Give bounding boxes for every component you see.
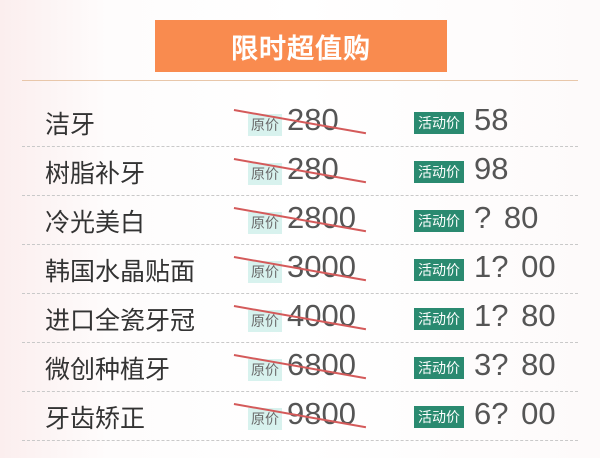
activity-price-tag: 活动价 bbox=[414, 259, 464, 281]
activity-price-tag: 活动价 bbox=[414, 308, 464, 330]
price-row: 韩国水晶贴面 原价 3000 活动价 1? 00 bbox=[22, 244, 578, 294]
promo-banner: 限时超值购 bbox=[155, 20, 447, 72]
activity-price-tag: 活动价 bbox=[414, 357, 464, 379]
service-name: 牙齿矫正 bbox=[45, 404, 146, 433]
activity-price-tag: 活动价 bbox=[414, 112, 464, 134]
service-name: 微创种植牙 bbox=[45, 355, 171, 384]
activity-price: 1? 80 bbox=[474, 298, 556, 333]
original-price-tag: 原价 bbox=[248, 212, 282, 234]
activity-price: ? 80 bbox=[474, 200, 539, 235]
divider bbox=[22, 80, 578, 81]
original-price-tag: 原价 bbox=[248, 359, 282, 381]
activity-price: 98 bbox=[474, 151, 509, 186]
price-row: 进口全瓷牙冠 原价 4000 活动价 1? 80 bbox=[22, 293, 578, 343]
activity-price-tag: 活动价 bbox=[414, 210, 464, 232]
service-name: 进口全瓷牙冠 bbox=[45, 306, 196, 335]
original-price-tag: 原价 bbox=[248, 114, 282, 136]
activity-price: 3? 80 bbox=[474, 347, 556, 382]
activity-price: 58 bbox=[474, 102, 509, 137]
original-price-tag: 原价 bbox=[248, 310, 282, 332]
original-price-tag: 原价 bbox=[248, 261, 282, 283]
activity-price-tag: 活动价 bbox=[414, 406, 464, 428]
original-price-tag: 原价 bbox=[248, 408, 282, 430]
activity-price: 6? 00 bbox=[474, 396, 556, 431]
price-row: 洁牙 原价 280 活动价 58 bbox=[22, 97, 578, 147]
price-row: 冷光美白 原价 2800 活动价 ? 80 bbox=[22, 195, 578, 245]
original-price-tag: 原价 bbox=[248, 163, 282, 185]
service-name: 洁牙 bbox=[45, 110, 96, 139]
service-name: 冷光美白 bbox=[45, 208, 146, 237]
activity-price-tag: 活动价 bbox=[414, 161, 464, 183]
price-row: 树脂补牙 原价 280 活动价 98 bbox=[22, 146, 578, 196]
service-name: 韩国水晶贴面 bbox=[45, 257, 196, 286]
price-row: 微创种植牙 原价 6800 活动价 3? 80 bbox=[22, 342, 578, 392]
activity-price: 1? 00 bbox=[474, 249, 556, 284]
service-name: 树脂补牙 bbox=[45, 159, 146, 188]
price-row: 牙齿矫正 原价 9800 活动价 6? 00 bbox=[22, 391, 578, 441]
